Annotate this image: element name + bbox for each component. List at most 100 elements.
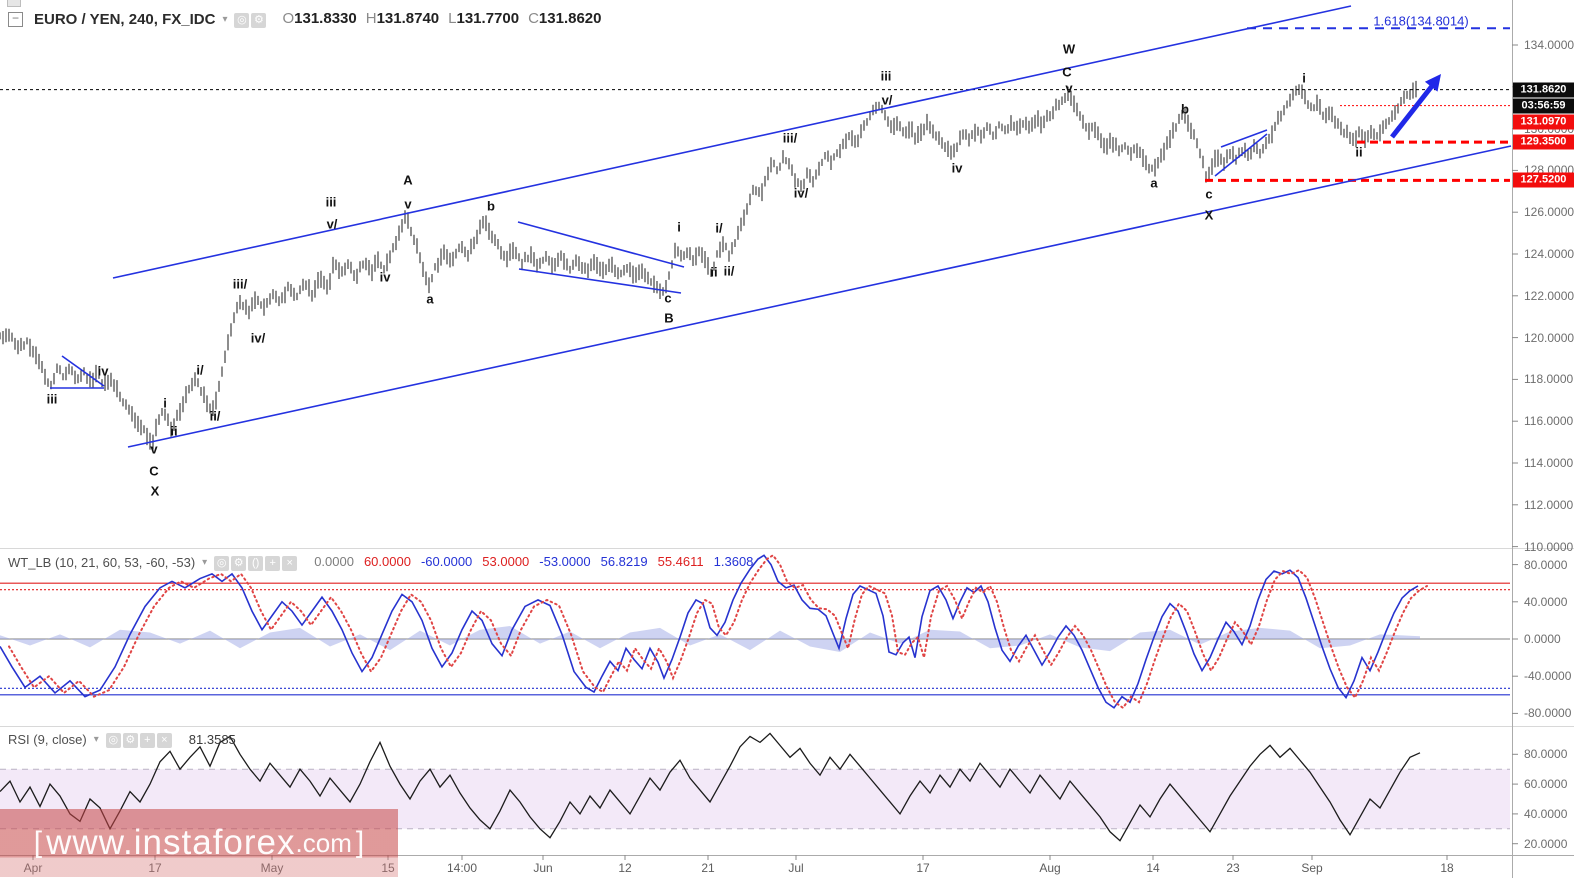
wt-value: 53.0000 — [482, 554, 530, 569]
wave-label-v: v — [1065, 80, 1073, 96]
source-icon[interactable]: () — [248, 556, 264, 571]
wt-value: 55.4611 — [657, 554, 704, 569]
wt-tick-label: 80.0000 — [1524, 557, 1568, 572]
time-tick-label: 17 — [916, 861, 930, 875]
settings-icon[interactable]: ⚙ — [251, 13, 267, 28]
time-tick-label: Jun — [533, 861, 553, 875]
rsi-legend: RSI (9, close) ▾ ◎ ⚙ + × 81.3585 — [8, 730, 236, 748]
wave-label-X: X — [1204, 207, 1214, 223]
price-badge: 131.0970 — [1513, 114, 1574, 130]
rsi-title[interactable]: RSI (9, close) — [8, 731, 87, 747]
close-icon[interactable]: × — [282, 556, 298, 571]
wt-value: 1.3608 — [713, 554, 754, 569]
price-tick-label: 120.0000 — [1524, 330, 1574, 345]
wave-label-is: i/ — [196, 362, 204, 378]
time-tick-label: 12 — [618, 861, 632, 875]
add-icon[interactable]: + — [139, 733, 155, 748]
rsi-legend-buttons: ◎ ⚙ + × — [105, 730, 174, 748]
wave-label-iiis: iii/ — [782, 130, 798, 146]
wave-label-ii: ii — [1355, 144, 1363, 160]
time-tick-label: Sep — [1301, 861, 1323, 875]
wave-label-a: a — [1150, 175, 1158, 191]
wave-label-W: W — [1062, 41, 1076, 57]
wave-label-is: i/ — [715, 220, 723, 236]
ohlc-values: O131.8330 H131.8740 L131.7700 C131.8620 — [273, 10, 601, 28]
watermark-bracket-right: ] — [355, 826, 365, 859]
wave-label-ii: ii — [170, 423, 178, 439]
wave-label-A: A — [403, 172, 413, 188]
wave-label-ivs: iv/ — [250, 330, 266, 346]
wt-tick-label: -40.0000 — [1524, 669, 1572, 684]
wave-label-ii: ii — [710, 264, 718, 280]
price-tick-label: 118.0000 — [1524, 372, 1574, 387]
wave-label-X: X — [150, 483, 160, 499]
rsi-tick-label: 60.0000 — [1524, 777, 1568, 792]
wt-value: 0.0000 — [314, 554, 354, 569]
wave-label-b: b — [1181, 101, 1189, 117]
wave-label-iv: iv — [97, 363, 109, 379]
rsi-tick-label: 40.0000 — [1524, 806, 1568, 821]
watermark-suffix: .com — [295, 827, 352, 858]
price-tick-label: 110.0000 — [1524, 539, 1574, 554]
wave-label-iiis: iii/ — [232, 276, 248, 292]
price-badge: 131.8620 — [1513, 82, 1574, 98]
price-tick-label: 124.0000 — [1524, 247, 1574, 261]
wave-label-v: v — [150, 441, 158, 457]
wave-label-ivs: iv/ — [793, 185, 809, 201]
time-tick-label: 14:00 — [446, 861, 478, 875]
symbol-title[interactable]: EURO / YEN, 240, FX_IDC — [34, 10, 216, 28]
chevron-down-icon[interactable]: ▾ — [93, 733, 99, 745]
wt-tick-label: 40.0000 — [1524, 594, 1568, 609]
settings-icon[interactable]: ⚙ — [231, 556, 247, 571]
chevron-down-icon[interactable]: ▾ — [222, 13, 228, 25]
wave-label-iii: iii — [46, 391, 58, 407]
watermark-text: www.instaforex — [46, 823, 296, 862]
time-tick-label: 21 — [701, 861, 715, 875]
wt-legend: WT_LB (10, 21, 60, 53, -60, -53) ▾ ◎ ⚙() +… — [8, 553, 753, 571]
fib-extension-label: 1.618(134.8014) — [1373, 13, 1469, 29]
wave-label-iis: ii/ — [723, 263, 735, 279]
wt-value: -53.0000 — [539, 554, 591, 569]
wt-values: 0.0000 60.0000 -60.0000 53.0000 -53.0000 56.8… — [304, 553, 753, 571]
wave-label-i: i — [677, 219, 681, 235]
visibility-icon[interactable]: ◎ — [105, 733, 121, 748]
time-tick-label: Jul — [788, 861, 804, 875]
wave-label-B: B — [664, 310, 674, 326]
ohlc-h: H131.8740 — [365, 10, 440, 27]
rsi-value: 81.3585 — [188, 731, 236, 747]
wt-tick-label: -80.0000 — [1524, 706, 1572, 721]
wave-label-c: c — [1205, 186, 1213, 202]
time-tick-label: 23 — [1226, 861, 1240, 875]
price-tick-label: 126.0000 — [1524, 205, 1574, 220]
watermark-bracket-left: [ — [33, 826, 43, 859]
visibility-icon[interactable]: ◎ — [214, 556, 230, 571]
symbol-legend: − EURO / YEN, 240, FX_IDC ▾ ◎ ⚙ O131.8330… — [8, 10, 602, 28]
settings-icon[interactable]: ⚙ — [122, 733, 138, 748]
price-tick-label: 122.0000 — [1524, 288, 1574, 303]
wt-legend-buttons: ◎ ⚙() + × — [214, 553, 299, 571]
wave-label-b: b — [487, 198, 495, 214]
price-tick-label: 112.0000 — [1524, 497, 1574, 512]
price-tick-label: 116.0000 — [1524, 414, 1574, 429]
price-tick-label: 114.0000 — [1524, 456, 1574, 470]
price-tick-label: 134.0000 — [1524, 38, 1574, 52]
ohlc-o: O131.8330 — [282, 10, 357, 27]
wave-label-vs: v/ — [326, 216, 338, 232]
rsi-tick-label: 80.0000 — [1524, 747, 1568, 762]
chevron-down-icon[interactable]: ▾ — [202, 556, 208, 568]
countdown-badge: 03:56:59 — [1513, 98, 1574, 114]
wt-value: 60.0000 — [363, 554, 411, 569]
wt-title[interactable]: WT_LB (10, 21, 60, 53, -60, -53) — [8, 554, 196, 570]
visibility-icon[interactable]: ◎ — [234, 13, 250, 28]
wave-label-i: i — [163, 395, 167, 411]
wt-value: 56.8219 — [600, 554, 648, 569]
wave-label-C: C — [149, 463, 159, 479]
wt-value: -60.0000 — [420, 554, 473, 569]
collapse-chart-button[interactable]: − — [8, 11, 23, 27]
close-icon[interactable]: × — [156, 733, 172, 748]
ohlc-c: C131.8620 — [528, 10, 602, 27]
wt-tick-label: 0.0000 — [1524, 632, 1561, 646]
ohlc-l: L131.7700 — [448, 10, 520, 27]
add-icon[interactable]: + — [265, 556, 281, 571]
wave-label-iis: ii/ — [209, 408, 221, 424]
